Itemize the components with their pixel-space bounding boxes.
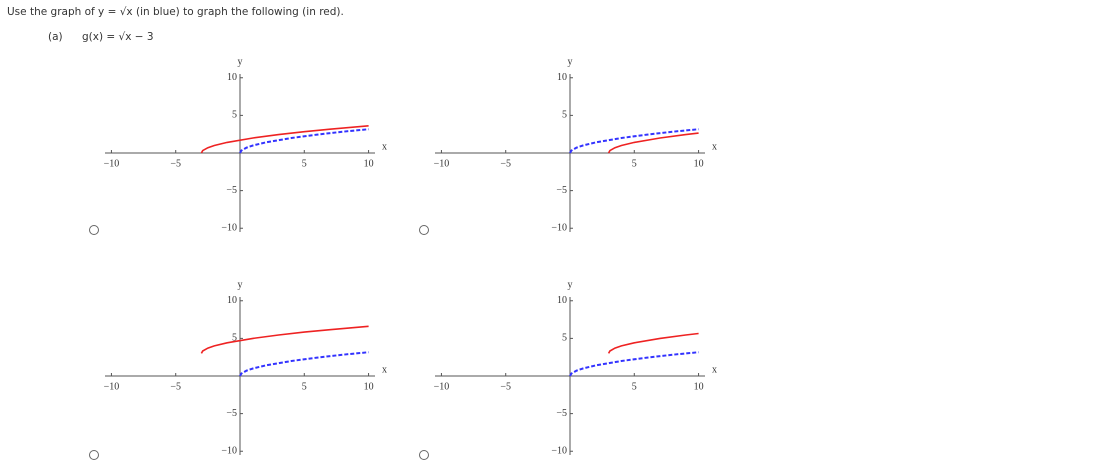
radio[interactable] <box>419 225 429 235</box>
y-tick-label: −5 <box>226 185 237 196</box>
y-tick-label: 10 <box>557 72 567 83</box>
x-tick-label: 5 <box>302 381 307 392</box>
graph: x y −10 −5 5 10 10 5 −5 −10 <box>434 279 717 456</box>
x-axis-label: x <box>382 141 387 152</box>
x-tick-label: −10 <box>104 158 120 169</box>
y-tick-label: 5 <box>232 333 237 344</box>
x-tick-label: −5 <box>170 158 181 169</box>
red-curve <box>200 125 369 154</box>
x-tick-label: −5 <box>170 381 181 392</box>
y-tick-label: −10 <box>551 446 567 457</box>
radio[interactable] <box>89 450 99 460</box>
y-tick-label: 10 <box>227 72 237 83</box>
red-curve <box>200 325 369 354</box>
x-tick-label: 10 <box>694 381 704 392</box>
y-tick-label: 5 <box>232 110 237 121</box>
x-tick-label: 5 <box>302 158 307 169</box>
graph: x y −10 −5 5 10 10 5 −5 −10 <box>434 56 717 233</box>
blue-curve <box>569 128 699 154</box>
y-tick-label: 5 <box>562 333 567 344</box>
y-tick-label: 5 <box>562 110 567 121</box>
y-tick-label: −5 <box>226 408 237 419</box>
x-tick-label: 5 <box>632 158 637 169</box>
red-curve <box>607 332 699 354</box>
y-tick-label: −5 <box>556 185 567 196</box>
graph: x y −10 −5 5 10 10 5 −5 −10 <box>104 56 387 233</box>
x-axis-label: x <box>712 141 717 152</box>
blue-curve <box>239 128 369 154</box>
prompt: Use the graph of y = √x (in blue) to gra… <box>7 6 344 18</box>
y-tick-label: 10 <box>227 295 237 306</box>
x-tick-label: 5 <box>632 381 637 392</box>
x-tick-label: −10 <box>434 158 450 169</box>
radio[interactable] <box>419 450 429 460</box>
blue-curve <box>569 351 699 377</box>
y-axis-label: y <box>238 279 243 290</box>
y-axis-label: y <box>238 56 243 67</box>
blue-curve <box>239 351 369 377</box>
y-axis-label: y <box>568 279 573 290</box>
y-tick-label: 10 <box>557 295 567 306</box>
y-tick-label: −10 <box>221 446 237 457</box>
x-tick-label: −5 <box>500 158 511 169</box>
function: g(x) = √x − 3 <box>82 31 154 43</box>
x-tick-label: 10 <box>364 381 374 392</box>
y-tick-label: −10 <box>221 223 237 234</box>
y-axis-label: y <box>568 56 573 67</box>
y-tick-label: −10 <box>551 223 567 234</box>
part-label: (a) <box>48 31 63 43</box>
x-tick-label: −10 <box>434 381 450 392</box>
x-tick-label: 10 <box>694 158 704 169</box>
x-tick-label: −10 <box>104 381 120 392</box>
graph: x y −10 −5 5 10 10 5 −5 −10 <box>104 279 387 456</box>
y-tick-label: −5 <box>556 408 567 419</box>
x-tick-label: −5 <box>500 381 511 392</box>
red-curve <box>607 132 699 154</box>
x-axis-label: x <box>382 364 387 375</box>
x-tick-label: 10 <box>364 158 374 169</box>
radio[interactable] <box>89 225 99 235</box>
x-axis-label: x <box>712 364 717 375</box>
